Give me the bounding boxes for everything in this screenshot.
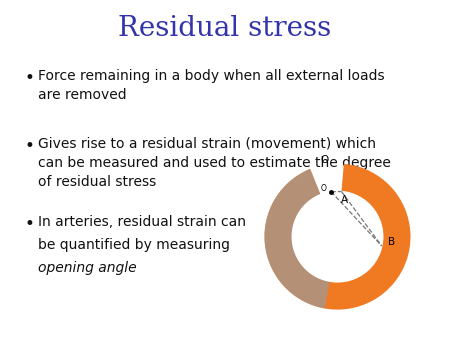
Circle shape: [292, 191, 383, 282]
Text: •: •: [25, 215, 35, 233]
Wedge shape: [265, 169, 330, 309]
Text: O: O: [320, 155, 328, 165]
Text: B: B: [388, 237, 396, 247]
Text: opening angle: opening angle: [38, 261, 137, 274]
Text: be quantified by measuring: be quantified by measuring: [38, 238, 230, 251]
Text: •: •: [25, 137, 35, 155]
Text: Gives rise to a residual strain (movement) which
can be measured and used to est: Gives rise to a residual strain (movemen…: [38, 137, 391, 189]
Text: In arteries, residual strain can: In arteries, residual strain can: [38, 215, 246, 228]
Text: •: •: [25, 69, 35, 87]
Text: Force remaining in a body when all external loads
are removed: Force remaining in a body when all exter…: [38, 69, 385, 102]
Text: A: A: [341, 195, 348, 205]
Text: Residual stress: Residual stress: [118, 15, 332, 42]
Wedge shape: [265, 164, 410, 310]
Text: O: O: [320, 184, 326, 193]
